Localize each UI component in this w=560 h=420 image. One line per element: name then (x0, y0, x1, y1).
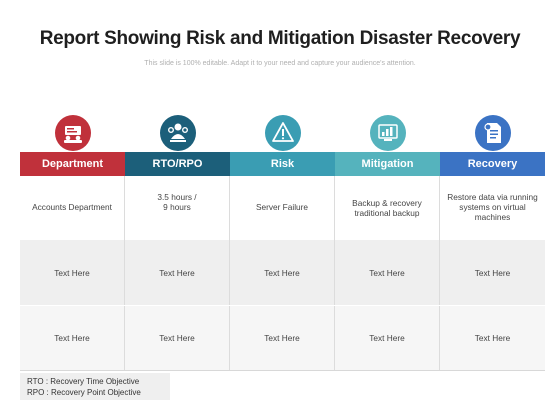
table-cell: Text Here (474, 267, 511, 278)
table-cell: Text Here (125, 306, 230, 370)
team-gear-icon (160, 115, 196, 151)
table-cell: Server Failure (230, 176, 335, 240)
table-row: Text Here Text Here Text Here Text Here … (20, 305, 545, 370)
table-cell: Text Here (20, 240, 125, 305)
legend-rpo: RPO : Recovery Point Objective (27, 388, 141, 397)
icon-row (20, 115, 545, 155)
meeting-icon (55, 115, 91, 151)
table-cell: Text Here (230, 240, 335, 305)
table-cell: Text Here (335, 240, 440, 305)
legend-box: RTO : Recovery Time Objective RPO : Reco… (20, 373, 170, 400)
header-rto-rpo: RTO/RPO (125, 152, 230, 176)
header-mitigation: Mitigation (335, 152, 440, 176)
table-cell: Text Here (474, 333, 511, 343)
header-risk: Risk (230, 152, 335, 176)
table-cell: Text Here (20, 306, 125, 370)
document-icon (475, 115, 511, 151)
table-cell: Text Here (335, 306, 440, 370)
table-cell: Accounts Department (20, 176, 125, 240)
table-header: Department RTO/RPO Risk Mitigation Recov… (20, 152, 545, 176)
table-cell: Text Here (230, 306, 335, 370)
legend-rto: RTO : Recovery Time Objective (27, 377, 140, 386)
table-cell: Backup & recovery traditional backup (335, 176, 440, 240)
table-cell: Restore data via running systems on virt… (447, 192, 538, 222)
header-recovery: Recovery (440, 152, 545, 176)
analytics-icon (370, 115, 406, 151)
warning-icon (265, 115, 301, 151)
data-table: Accounts Department 3.5 hours / 9 hours … (20, 176, 545, 371)
page-title: Report Showing Risk and Mitigation Disas… (39, 28, 521, 49)
table-row: Text Here Text Here Text Here Text Here … (20, 240, 545, 305)
table-cell: 3.5 hours / 9 hours (125, 176, 230, 240)
table-row: Accounts Department 3.5 hours / 9 hours … (20, 176, 545, 240)
page-subtitle: This slide is 100% editable. Adapt it to… (144, 60, 416, 67)
table-cell: Text Here (125, 240, 230, 305)
header-department: Department (20, 152, 125, 176)
